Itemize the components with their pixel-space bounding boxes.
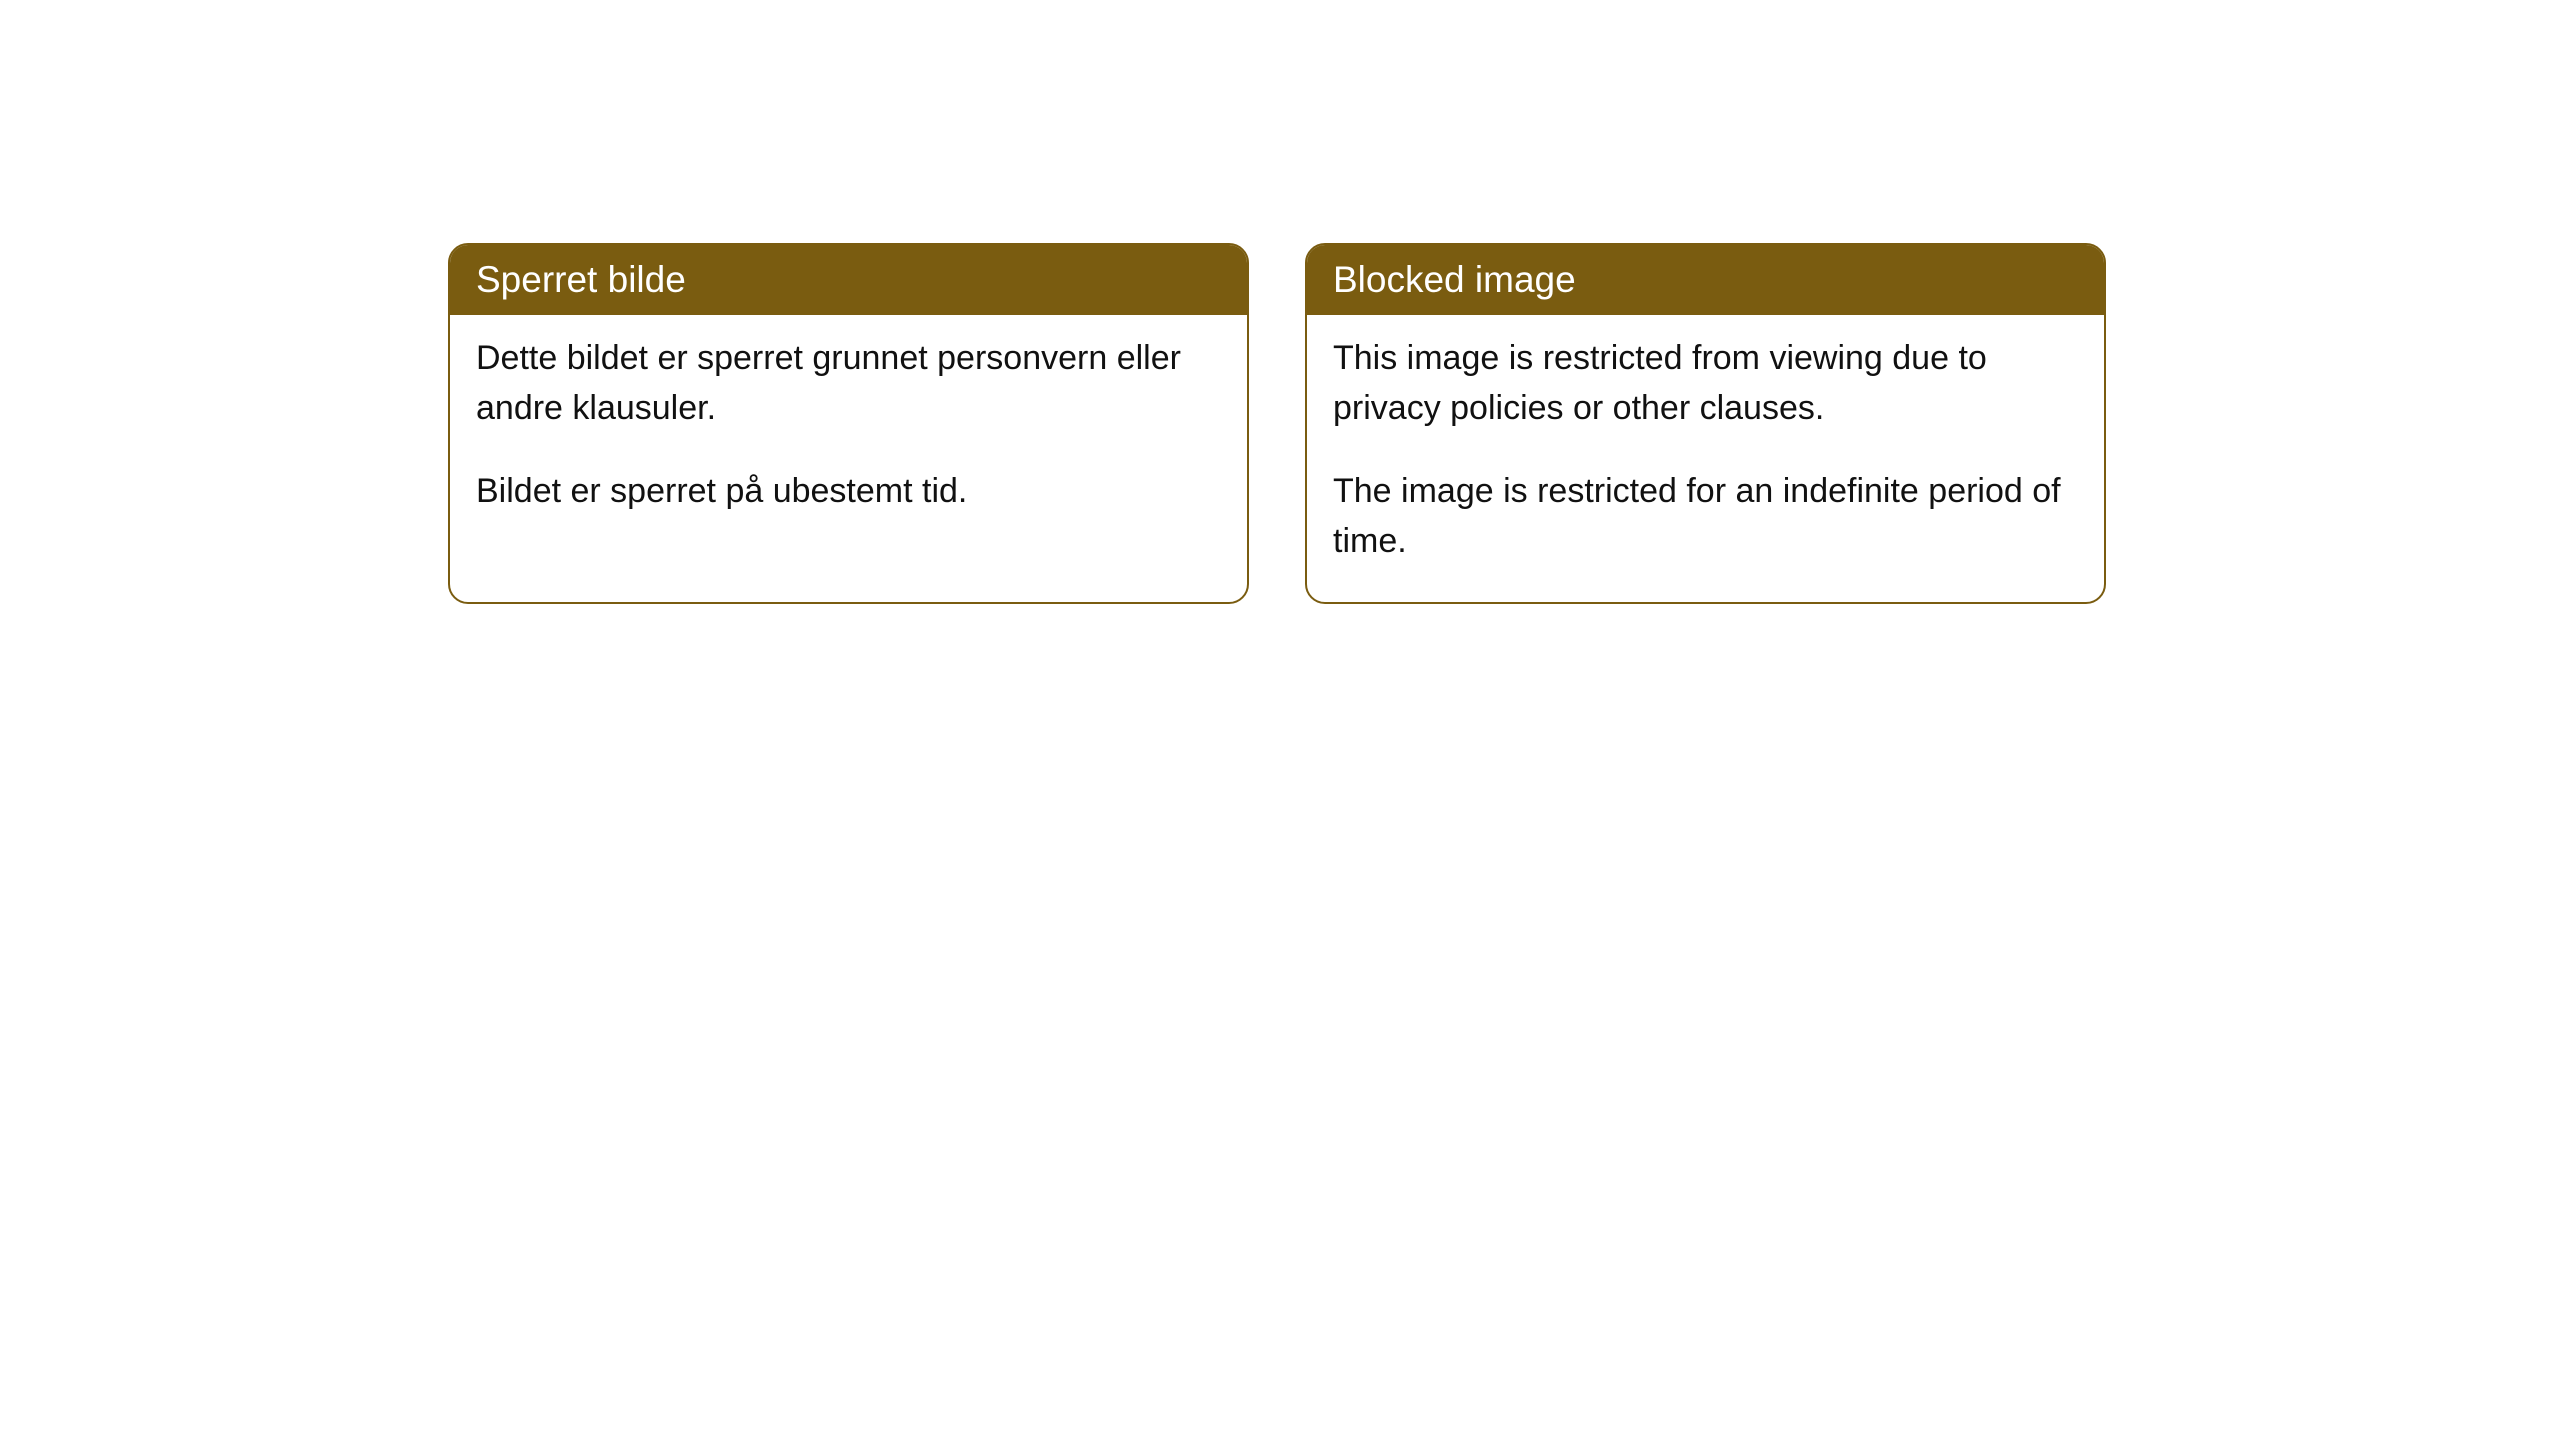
notice-paragraph: Dette bildet er sperret grunnet personve… [476, 333, 1221, 434]
notice-header: Blocked image [1307, 245, 2104, 315]
notice-paragraph: The image is restricted for an indefinit… [1333, 466, 2078, 567]
notice-card-english: Blocked image This image is restricted f… [1305, 243, 2106, 604]
notice-body: This image is restricted from viewing du… [1307, 315, 2104, 602]
notice-paragraph: Bildet er sperret på ubestemt tid. [476, 466, 1221, 516]
notice-container: Sperret bilde Dette bildet er sperret gr… [0, 0, 2560, 604]
notice-body: Dette bildet er sperret grunnet personve… [450, 315, 1247, 552]
notice-paragraph: This image is restricted from viewing du… [1333, 333, 2078, 434]
notice-header: Sperret bilde [450, 245, 1247, 315]
notice-card-norwegian: Sperret bilde Dette bildet er sperret gr… [448, 243, 1249, 604]
